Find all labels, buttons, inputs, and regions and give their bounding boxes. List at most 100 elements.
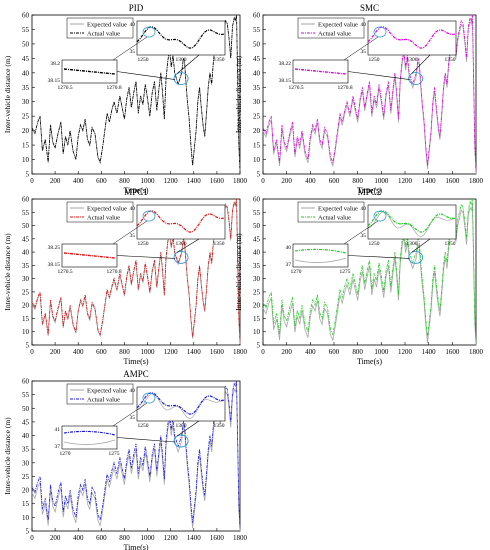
zoom-actual-line <box>367 26 457 49</box>
y-tick-label: 15 <box>22 142 30 150</box>
detail-inset <box>61 425 118 450</box>
detail-x-tick: 1270.8 <box>337 85 352 91</box>
y-tick-label: 45 <box>22 235 30 243</box>
inset-link <box>112 402 148 427</box>
y-axis-label: Inter-vehicle distance (m) <box>3 55 12 133</box>
y-tick-label: 45 <box>22 55 30 63</box>
y-axis-label: Inter-vehicle distance (m) <box>3 417 12 495</box>
y-tick-label: 30 <box>22 459 30 467</box>
x-tick-label: 400 <box>305 177 316 185</box>
y-tick-label: 45 <box>253 55 261 63</box>
x-tick-label: 1000 <box>141 177 156 185</box>
x-tick-label: 1200 <box>164 177 179 185</box>
x-tick-label: 0 <box>30 534 34 542</box>
zoom-actual-line <box>136 210 226 233</box>
detail-x-tick: 1270 <box>291 269 302 275</box>
detail-x-tick: 1270.5 <box>288 85 303 91</box>
x-tick-label: 400 <box>305 348 316 356</box>
zoom-x-tick: 1300 <box>176 423 187 429</box>
inset-link <box>112 220 148 245</box>
detail-actual-line <box>63 68 116 75</box>
chart-title: AMPC <box>123 369 149 379</box>
zoom-x-tick: 1300 <box>176 241 187 247</box>
detail-x-tick: 1275 <box>109 451 120 457</box>
chart-ampc: AMPC 0 200 400 600 800 1000 1200 1400 1600 1800 5 10… <box>3 369 248 550</box>
y-tick-label: 45 <box>253 235 261 243</box>
zoom-inset-circle <box>142 26 156 38</box>
x-tick-label: 1800 <box>233 177 248 185</box>
detail-expected-line <box>63 439 116 445</box>
zoom-arrow <box>176 420 200 437</box>
y-tick-label: 20 <box>22 302 30 310</box>
y-axis-label: Inter-vehicle distance (m) <box>3 233 12 311</box>
y-tick-label: 20 <box>253 302 261 310</box>
actual-value-line <box>262 14 477 172</box>
actual-value-line <box>31 380 241 529</box>
zoom-y-tick: 40 <box>361 22 367 28</box>
zoom-x-tick: 1300 <box>176 57 187 63</box>
x-tick-label: 200 <box>50 534 61 542</box>
y-tick-label: 30 <box>253 98 261 106</box>
x-axis-label: Time(s) <box>357 186 382 195</box>
zoom-arrow <box>176 54 200 74</box>
legend-label-actual: Actual value <box>318 215 351 222</box>
zoom-y-tick: 35 <box>361 49 367 55</box>
inset-link <box>112 36 148 61</box>
zoom-y-tick: 40 <box>130 206 136 212</box>
x-tick-label: 400 <box>73 177 84 185</box>
x-tick-label: 600 <box>96 177 107 185</box>
zoom-y-tick: 40 <box>130 22 136 28</box>
x-tick-label: 1000 <box>374 177 389 185</box>
legend-label-expected: Expected value <box>87 22 127 29</box>
x-tick-label: 1600 <box>445 348 460 356</box>
x-tick-label: 1600 <box>445 177 460 185</box>
x-tick-label: 200 <box>50 177 61 185</box>
zoom-circle <box>173 434 189 448</box>
x-tick-label: 1400 <box>187 348 202 356</box>
zoom-x-tick: 1300 <box>407 57 418 63</box>
x-tick-label: 0 <box>261 177 265 185</box>
y-tick-label: 25 <box>22 113 30 121</box>
detail-y-tick: 41 <box>55 427 61 433</box>
inset-link <box>343 36 379 61</box>
x-tick-label: 200 <box>281 177 292 185</box>
zoom-y-tick: 40 <box>130 388 136 394</box>
y-tick-label: 20 <box>253 127 261 135</box>
zoom-arrow <box>176 238 200 253</box>
zoom-y-tick: 40 <box>361 206 367 212</box>
x-tick-label: 800 <box>119 348 130 356</box>
y-tick-label: 50 <box>253 222 261 230</box>
y-tick-label: 5 <box>26 171 30 179</box>
y-tick-label: 25 <box>253 113 261 121</box>
y-tick-label: 50 <box>22 222 30 230</box>
y-tick-label: 40 <box>22 69 30 77</box>
x-tick-label: 1400 <box>422 177 437 185</box>
zoom-arrow <box>411 238 431 253</box>
zoom-x-tick: 1300 <box>407 241 418 247</box>
y-tick-label: 55 <box>253 209 261 217</box>
detail-y-tick: 38.15 <box>48 262 61 268</box>
y-tick-label: 45 <box>22 418 30 426</box>
detail-arrow <box>347 71 410 80</box>
detail-arrow <box>116 71 176 80</box>
x-tick-label: 1800 <box>469 348 484 356</box>
detail-actual-line <box>63 430 116 436</box>
x-tick-label: 1800 <box>233 534 248 542</box>
x-tick-label: 1200 <box>164 348 179 356</box>
x-tick-label: 400 <box>73 534 84 542</box>
detail-actual-line <box>294 248 347 254</box>
zoom-inset <box>136 204 226 240</box>
detail-x-tick: 1270.5 <box>57 269 72 275</box>
y-tick-label: 55 <box>22 26 30 34</box>
zoom-circle <box>173 250 189 264</box>
y-tick-label: 35 <box>22 262 30 270</box>
detail-x-tick: 1275 <box>340 269 351 275</box>
y-tick-label: 15 <box>253 315 261 323</box>
x-tick-label: 1000 <box>141 348 156 356</box>
x-tick-label: 600 <box>329 177 340 185</box>
y-tick-label: 40 <box>253 249 261 257</box>
x-tick-label: 1400 <box>187 534 202 542</box>
x-tick-label: 200 <box>281 348 292 356</box>
y-tick-label: 10 <box>253 328 261 336</box>
